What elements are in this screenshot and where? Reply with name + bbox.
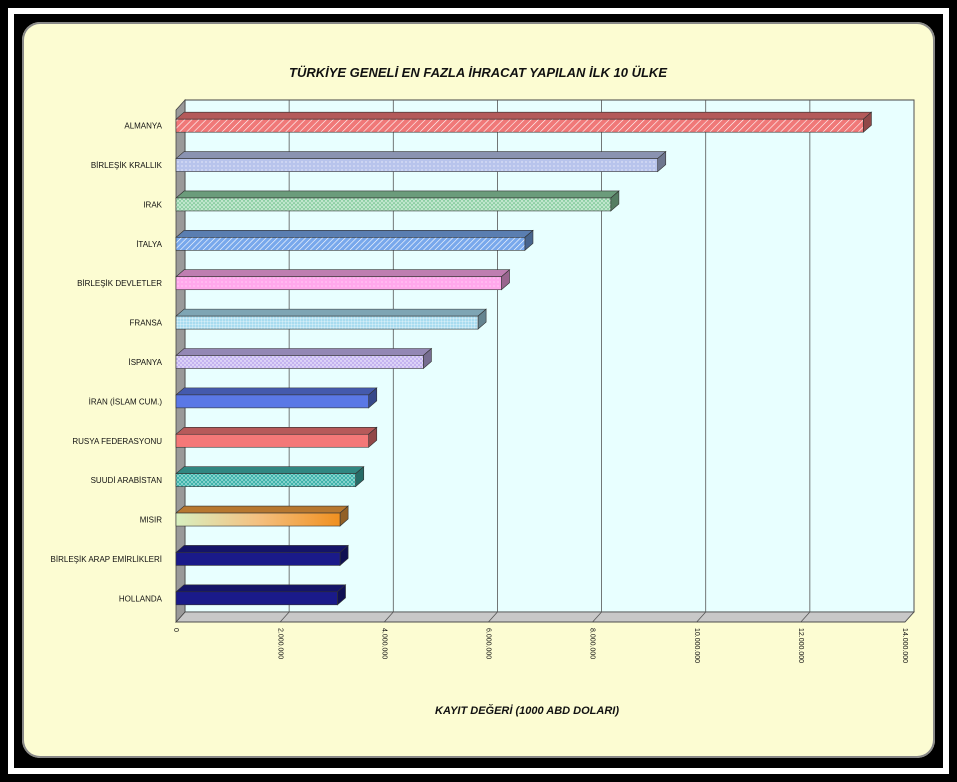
gridline-floor <box>696 611 707 623</box>
bar-12 <box>175 544 349 567</box>
bar-top <box>175 111 873 120</box>
bar-front <box>175 276 502 291</box>
bar-9 <box>175 426 378 448</box>
bar-front <box>175 237 526 251</box>
bar-7 <box>175 347 433 370</box>
bar-top <box>175 269 511 278</box>
bar-front <box>175 473 356 487</box>
x-tick-label: 14.000.000 <box>901 628 908 663</box>
y-category-label: HOLLANDA <box>119 594 163 603</box>
bar-front <box>175 552 341 566</box>
gridline-floor <box>488 611 498 623</box>
bar-5 <box>175 269 511 291</box>
bar-top <box>175 308 487 317</box>
bar-11 <box>175 505 349 527</box>
bar-8 <box>175 387 378 409</box>
bar-front <box>175 512 341 527</box>
bar-front <box>175 394 369 409</box>
y-category-label: BİRLEŞİK ARAP EMİRLİKLERİ <box>51 555 162 564</box>
x-tick-label: 12.000.000 <box>797 628 804 663</box>
bar-2 <box>175 150 667 173</box>
bar-top <box>175 466 365 474</box>
x-axis-ticks: 0 2.000.000 4.000.000 6.000.000 8.000.000 10.… <box>172 628 908 663</box>
gridline-floor <box>383 611 394 623</box>
bar-front <box>175 197 612 212</box>
bars <box>175 111 873 606</box>
bar-top <box>175 230 534 238</box>
bar-top <box>175 190 620 199</box>
x-tick-label: 4.000.000 <box>380 628 387 659</box>
bar-front <box>175 158 658 172</box>
y-category-label: IRAK <box>143 200 162 209</box>
y-category-label: ALMANYA <box>124 122 162 131</box>
bar-3 <box>175 190 620 212</box>
gridline-floor <box>800 611 811 623</box>
bar-6 <box>175 308 487 330</box>
bar-front <box>175 433 369 448</box>
bar-10 <box>175 465 365 488</box>
bar-1 <box>175 111 873 133</box>
bar-front <box>175 355 424 369</box>
bar-front <box>175 591 338 606</box>
bar-front <box>175 315 479 330</box>
y-category-label: FRANSA <box>130 319 163 328</box>
bar-13 <box>175 584 347 606</box>
y-category-label: SUUDİ ARABİSTAN <box>91 476 163 485</box>
bar-front <box>175 118 864 133</box>
gridline-floor <box>592 611 602 623</box>
x-tick-label: 10.000.000 <box>693 628 700 663</box>
y-category-label: RUSYA FEDERASYONU <box>72 437 162 446</box>
chart-title: TÜRKİYE GENELİ EN FAZLA İHRACAT YAPILAN … <box>289 65 667 80</box>
bar-4 <box>175 229 534 252</box>
bar-top <box>175 387 378 396</box>
bar-top <box>175 545 349 553</box>
plot-floor <box>175 611 915 623</box>
gridline-floor <box>904 611 915 623</box>
x-tick-label: 0 <box>172 628 179 632</box>
y-category-label: BİRLEŞİK KRALLIK <box>91 161 163 170</box>
bar-top <box>175 584 347 593</box>
bar-top <box>175 426 378 435</box>
y-category-label: BİRLEŞİK DEVLETLER <box>77 279 162 288</box>
gridline-floor <box>279 611 290 623</box>
y-category-label: İSPANYA <box>129 358 163 367</box>
x-tick-label: 8.000.000 <box>589 628 596 659</box>
category-labels: ALMANYA BİRLEŞİK KRALLIK IRAK İTALYA BİRLEŞİ… <box>51 122 163 604</box>
x-tick-label: 2.000.000 <box>276 628 283 659</box>
x-axis-title: KAYIT DEĞERİ (1000 ABD DOLARI) <box>435 704 619 717</box>
bar-top <box>175 348 433 356</box>
x-tick-label: 6.000.000 <box>485 628 492 659</box>
bar-top <box>175 505 349 514</box>
y-category-label: İRAN (İSLAM CUM.) <box>89 397 163 406</box>
bar-top <box>175 151 667 159</box>
y-category-label: İTALYA <box>136 240 162 249</box>
y-category-label: MISIR <box>140 516 162 525</box>
